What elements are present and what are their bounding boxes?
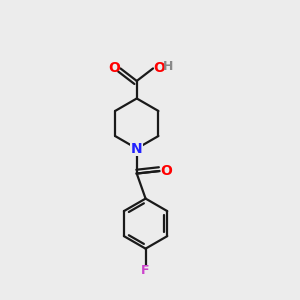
Text: H: H	[163, 60, 173, 73]
Text: O: O	[160, 164, 172, 178]
Text: O: O	[153, 61, 165, 75]
Text: F: F	[141, 264, 150, 277]
Text: N: N	[131, 142, 142, 155]
Text: O: O	[108, 61, 120, 75]
